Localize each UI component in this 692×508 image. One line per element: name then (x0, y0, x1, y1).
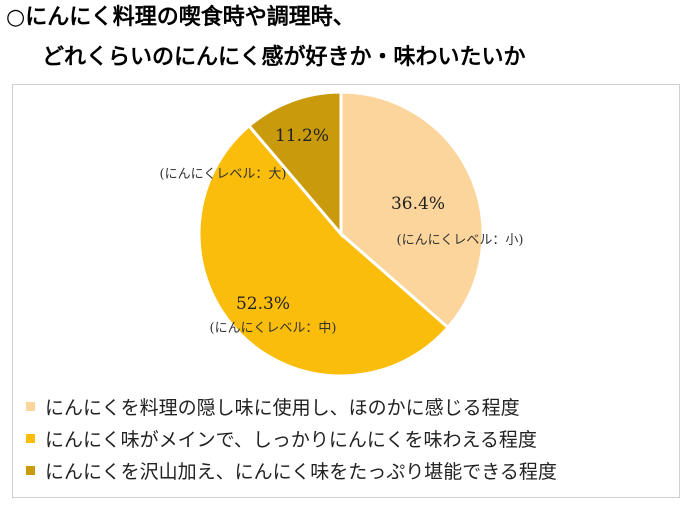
legend-item-medium: にんにく味がメインで、しっかりにんにくを味わえる程度 (20, 422, 557, 454)
legend-item-large: にんにくを沢山加え、にんにく味をたっぷり堪能できる程度 (20, 454, 557, 486)
legend-swatch-small (26, 401, 35, 411)
slice-label-large: (にんにくレベル：大) (160, 167, 287, 182)
legend-label-large: にんにくを沢山加え、にんにく味をたっぷり堪能できる程度 (45, 460, 557, 483)
slice-label-small: (にんにくレベル：小) (397, 233, 524, 248)
pie-chart: 36.4% (にんにくレベル：小) 52.3% (にんにくレベル：中) 11.2% (にん… (160, 90, 524, 378)
pie-slice-large (246, 90, 343, 239)
legend-label-small: にんにくを料理の隠し味に使用し、ほのかに感じる程度 (45, 396, 520, 419)
slice-label-medium: (にんにくレベル：中) (210, 321, 337, 336)
value-label-medium: 52.3% (236, 294, 290, 314)
legend-swatch-medium (26, 433, 35, 443)
legend: にんにくを料理の隠し味に使用し、ほのかに感じる程度 にんにく味がメインで、しっか… (20, 390, 557, 486)
pie-slice-medium (197, 123, 451, 378)
legend-label-medium: にんにく味がメインで、しっかりにんにくを味わえる程度 (45, 428, 537, 451)
chart-title-line-2: どれくらいのにんにく感が好きか・味わいたいか (42, 45, 526, 70)
value-label-small: 36.4% (391, 194, 445, 214)
pie-slice-small (339, 90, 485, 330)
chart-area (12, 84, 680, 498)
value-label-large: 11.2% (275, 126, 329, 146)
legend-item-small: にんにくを料理の隠し味に使用し、ほのかに感じる程度 (20, 390, 557, 422)
chart-title-line-1: ○にんにく料理の喫食時や調理時、 (6, 5, 355, 30)
legend-swatch-large (26, 465, 35, 475)
